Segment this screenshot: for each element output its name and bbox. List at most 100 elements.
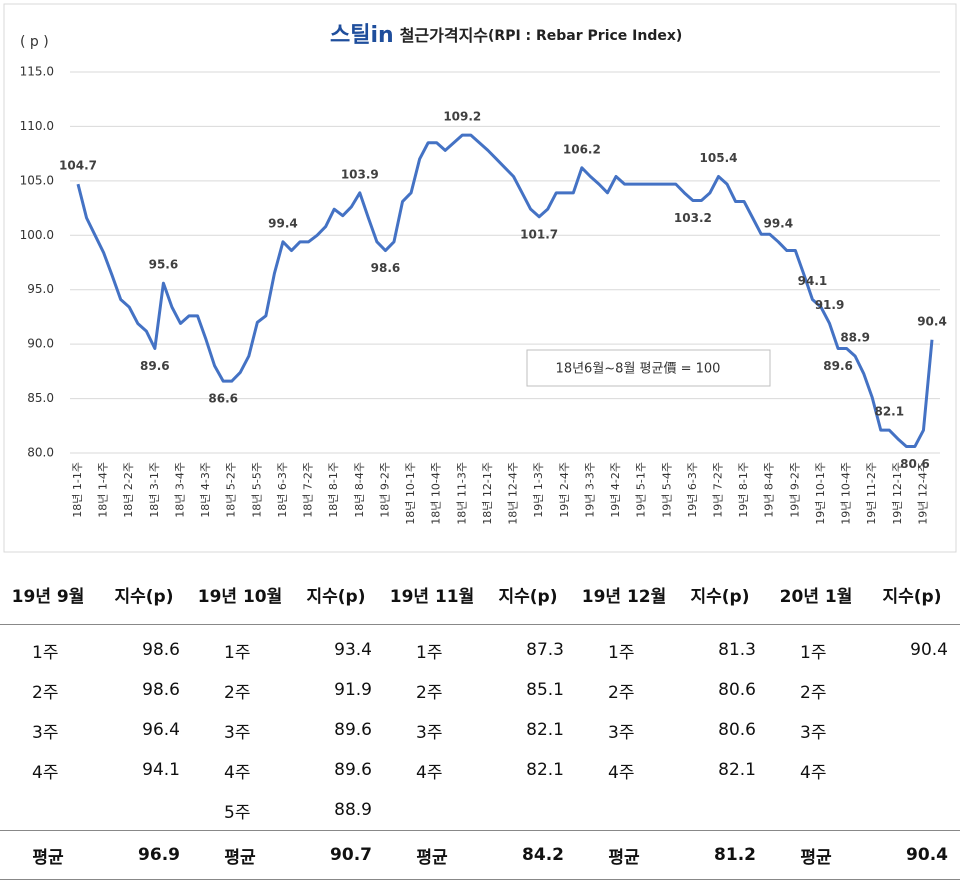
table-row: 3주 96.4 3주 89.6 3주 82.1 3주 80.6 3주	[0, 710, 960, 750]
table-cell: 4주	[800, 762, 827, 783]
table-cell	[672, 790, 768, 831]
table-cell: 80.6	[718, 720, 756, 740]
table-cell	[864, 790, 960, 831]
chart-frame	[3, 3, 957, 553]
table-row: 1주 98.6 1주 93.4 1주 87.3 1주 81.3 1주 90.4	[0, 625, 960, 671]
footer-row: 평균 96.9 평균 90.7 평균 84.2 평균 81.2 평균 90.4	[0, 830, 960, 880]
data-label: 106.2	[563, 142, 601, 156]
x-tick-label: 19년 12-1주	[891, 462, 904, 525]
data-label: 98.6	[371, 261, 401, 275]
x-tick-label: 18년 2-2주	[122, 462, 135, 518]
data-label: 104.7	[59, 159, 97, 173]
table-cell: 4주	[224, 762, 251, 783]
data-label: 99.4	[268, 216, 298, 230]
table-cell: 82.1	[718, 760, 756, 780]
x-tick-label: 19년 5-1주	[635, 462, 648, 518]
data-label: 86.6	[208, 392, 238, 406]
x-tick-label: 19년 8-4주	[763, 462, 776, 518]
table-cell: 1주	[608, 642, 635, 663]
table-cell	[864, 710, 960, 750]
table-cell: 4주	[416, 762, 443, 783]
x-tick-label: 18년 11-3주	[455, 462, 468, 525]
table-cell: 4주	[608, 762, 635, 783]
y-tick-label: 90.0	[27, 337, 54, 351]
table-cell: 3주	[224, 722, 251, 743]
title: 철근가격지수	[400, 26, 489, 45]
x-tick-label: 18년 10-4주	[430, 462, 443, 525]
x-tick-label: 18년 3-4주	[173, 462, 186, 518]
header-cell: 19년 9월	[0, 564, 96, 625]
table-cell: 94.1	[142, 760, 180, 780]
y-tick-label: 115.0	[20, 65, 54, 79]
y-axis-label: ( p )	[20, 34, 49, 50]
subtitle: (RPI : Rebar Price Index)	[488, 28, 682, 44]
table-cell: 91.9	[334, 680, 372, 700]
table-cell: 88.9	[334, 800, 372, 820]
x-tick-label: 18년 12-4주	[507, 462, 520, 525]
table-row: 5주 88.9	[0, 790, 960, 831]
x-tick-label: 18년 1-4주	[97, 462, 110, 518]
table-cell: 90.4	[910, 640, 948, 660]
table-cell: 1주	[416, 642, 443, 663]
table-row: 2주 98.6 2주 91.9 2주 85.1 2주 80.6 2주	[0, 670, 960, 710]
header-cell: 지수(p)	[288, 564, 384, 625]
data-label: 109.2	[443, 110, 481, 124]
footer-cell: 평균	[768, 830, 864, 880]
note-box	[526, 349, 771, 387]
table-cell	[768, 790, 864, 831]
page: 스틸in 철근가격지수(RPI : Rebar Price Index) ( p …	[0, 3, 960, 880]
table-cell: 2주	[224, 682, 251, 703]
x-tick-label: 19년 7-2주	[712, 462, 725, 518]
y-tick-label: 85.0	[27, 391, 54, 405]
x-tick-label: 19년 3-3주	[583, 462, 596, 518]
x-tick-label: 18년 8-4주	[353, 462, 366, 518]
table-cell: 81.3	[718, 640, 756, 660]
x-tick-label: 18년 5-5주	[250, 462, 263, 518]
table-cell	[864, 750, 960, 790]
header-cell: 지수(p)	[864, 564, 960, 625]
data-label: 101.7	[520, 227, 558, 241]
x-tick-label: 19년 4-2주	[609, 462, 622, 518]
data-label: 95.6	[149, 258, 179, 272]
line	[76, 133, 934, 448]
footer-cell: 평균	[0, 830, 96, 880]
x-tick-label: 19년 11-2주	[865, 462, 878, 525]
header-cell: 19년 12월	[576, 564, 672, 625]
table-cell: 3주	[608, 722, 635, 743]
x-tick-label: 18년 1-1주	[71, 462, 84, 518]
y-tick-label: 80.0	[27, 446, 54, 460]
table-cell: 98.6	[142, 640, 180, 660]
data-label: 88.9	[840, 331, 870, 345]
x-tick-label: 18년 8-1주	[327, 462, 340, 518]
table-cell: 3주	[800, 722, 827, 743]
data-label: 90.4	[917, 314, 947, 328]
table-cell: 82.1	[526, 720, 564, 740]
footer-cell: 81.2	[672, 830, 768, 880]
table-cell: 2주	[608, 682, 635, 703]
footer-cell: 평균	[192, 830, 288, 880]
x-tick-label: 19년 5-4주	[660, 462, 673, 518]
header-cell: 19년 10월	[192, 564, 288, 625]
x-tick-label: 19년 1-3주	[532, 462, 545, 518]
table-cell: 2주	[800, 682, 827, 703]
x-tick-label: 18년 3-1주	[148, 462, 161, 518]
table-cell: 89.6	[334, 720, 372, 740]
table-cell: 80.6	[718, 680, 756, 700]
x-tick-label: 18년 6-3주	[276, 462, 289, 518]
x-tick-label: 19년 10-1주	[814, 462, 827, 525]
table-cell	[480, 790, 576, 831]
table-cell: 1주	[224, 642, 251, 663]
table-cell	[96, 790, 192, 831]
table-cell: 96.4	[142, 720, 180, 740]
data-label: 89.6	[140, 359, 170, 373]
table-cell: 1주	[32, 642, 59, 663]
data-label: 94.1	[798, 274, 828, 288]
x-tick-label: 19년 6-3주	[686, 462, 699, 518]
header-cell: 20년 1월	[768, 564, 864, 625]
data-label: 91.9	[815, 298, 845, 312]
footer-cell: 평균	[384, 830, 480, 880]
x-tick-label: 19년 8-1주	[737, 462, 750, 518]
data-label: 89.6	[823, 359, 853, 373]
footer-cell: 96.9	[96, 830, 192, 880]
table-cell: 87.3	[526, 640, 564, 660]
